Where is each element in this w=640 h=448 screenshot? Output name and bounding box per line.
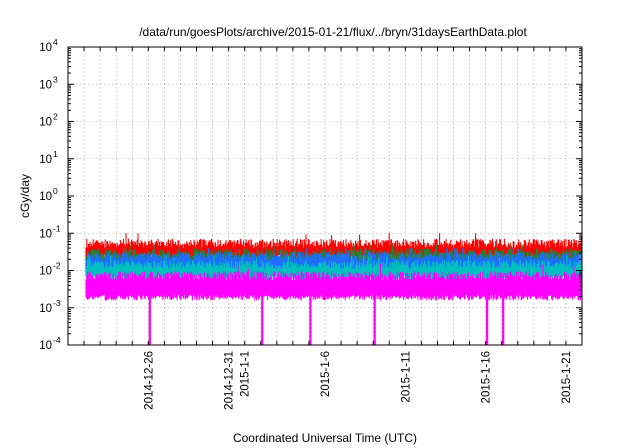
chart-title: /data/run/goesPlots/archive/2015-01-21/f…: [139, 25, 527, 39]
y-tick-label: 10: [39, 79, 52, 91]
y-tick-exponent: 3: [53, 74, 58, 84]
x-tick-label: 2015-1-16: [481, 351, 493, 403]
y-axis-label: cGy/day: [18, 174, 32, 218]
x-tick-labels: 2014-12-26 2014-12-31 2015-1-1 2015-1-6 2015…: [143, 351, 573, 410]
x-tick-label: 2015-1-6: [320, 351, 332, 397]
y-tick-label: 10: [39, 303, 52, 315]
y-tick-label: 10: [39, 266, 52, 278]
y-tick-label: 10: [39, 228, 52, 240]
series-path: [85, 263, 582, 301]
y-tick-exponent: 4: [53, 37, 58, 47]
y-tick-exponent: 2: [53, 112, 58, 122]
x-tick-label: 2014-12-26: [143, 351, 155, 410]
series-path: [85, 255, 582, 286]
data-series: [85, 233, 582, 345]
series-trace: [85, 263, 582, 301]
x-tick-label: 2015-1-11: [400, 351, 412, 403]
x-tick-label: 2014-12-31: [224, 351, 236, 410]
y-tick-exponent: -4: [53, 335, 61, 345]
series-trace: [85, 255, 582, 286]
y-tick-label: 10: [39, 117, 52, 129]
y-tick-exponent: -3: [53, 298, 61, 308]
y-tick-exponent: 0: [53, 186, 58, 196]
y-tick-label: 10: [39, 340, 52, 352]
y-tick-label: 10: [39, 42, 52, 54]
y-tick-label: 10: [39, 191, 52, 203]
grid-lines: [68, 47, 582, 345]
y-tick-exponent: -2: [53, 261, 61, 271]
x-tick-label: 2015-1-21: [561, 351, 573, 403]
x-axis-label: Coordinated Universal Time (UTC): [233, 431, 417, 445]
y-tick-label: 10: [39, 154, 52, 166]
axis-ticks: [68, 46, 582, 346]
y-tick-exponent: -1: [53, 223, 61, 233]
y-tick-exponent: 1: [53, 149, 58, 159]
x-tick-label: 2015-1-1: [240, 351, 252, 397]
